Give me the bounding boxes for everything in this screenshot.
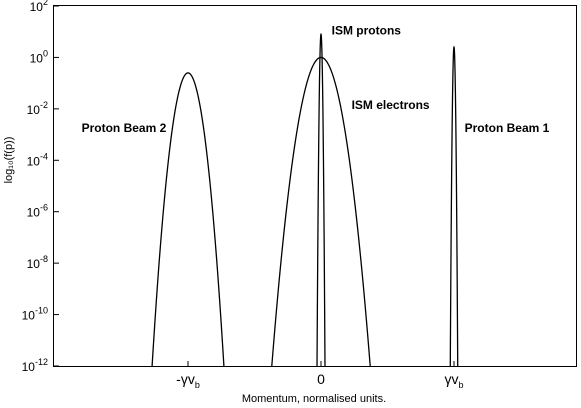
plot-frame (53, 5, 577, 367)
y-tick-label: 10-6 (27, 203, 48, 220)
annotation-label: ISM protons (332, 23, 402, 37)
series-curve-3 (316, 32, 326, 367)
y-tick-label: 100 (30, 48, 48, 65)
annotation-label: Proton Beam 1 (465, 121, 550, 135)
annotation-label: ISM electrons (352, 98, 430, 112)
y-axis: 102 100 10-2 10-4 10-6 10-8 10-10 10-12 (22, 0, 59, 374)
y-tick-label: 10-4 (27, 151, 48, 168)
x-axis-label: Momentum, normalised units. (242, 393, 386, 405)
series-group (151, 32, 459, 367)
series-curve-1 (151, 72, 225, 367)
x-tick-label: γvb (444, 371, 463, 390)
series-curve-2 (271, 56, 371, 367)
y-tick-label: 10-10 (22, 306, 48, 323)
x-tick-label: 0 (317, 371, 325, 387)
y-axis-label: log₁₀(f(p)) (3, 137, 15, 184)
annotation-label: Proton Beam 2 (82, 121, 167, 135)
y-tick-label: 102 (30, 0, 48, 14)
x-tick-label: -γvb (176, 371, 200, 390)
x-axis: -γvb 0 γvb (176, 361, 464, 390)
series-curve-4 (449, 45, 459, 367)
annotations: ISM protons ISM electrons Proton Beam 2 Pro… (82, 23, 550, 135)
y-tick-label: 10-8 (27, 254, 48, 271)
y-tick-label: 10-2 (27, 100, 48, 117)
y-tick-label: 10-12 (22, 357, 48, 374)
